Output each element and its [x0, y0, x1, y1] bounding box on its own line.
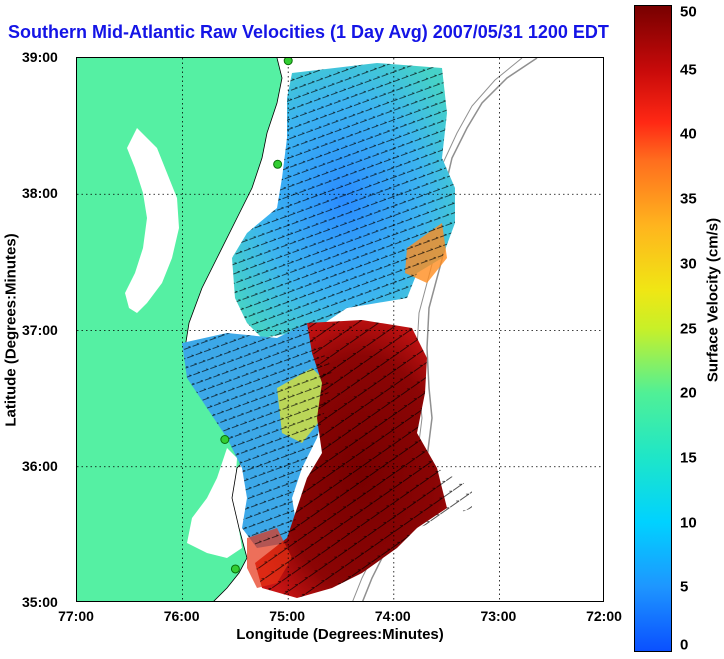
colorbar-tick-label: 35: [680, 190, 697, 208]
radar-station-marker: [273, 159, 283, 169]
colorbar-tick-label: 0: [680, 636, 689, 654]
colorbar-tick-label: 25: [680, 320, 697, 337]
radar-station-marker: [283, 58, 293, 66]
grid-lines: [77, 58, 603, 601]
colorbar-tick-label: 40: [680, 125, 697, 143]
x-tick-label: 72:00: [586, 608, 622, 624]
colorbar-tick-label: 30: [680, 255, 697, 273]
y-axis-label: Latitude (Degrees:Minutes): [2, 233, 20, 427]
colorbar: [634, 5, 672, 652]
y-tick-label: 37:00: [22, 321, 58, 338]
x-tick-label: 76:00: [163, 608, 200, 624]
x-tick-label: 75:00: [269, 608, 306, 624]
map-canvas[interactable]: [77, 58, 604, 602]
colorbar-tick-label: 50: [680, 3, 697, 21]
y-tick-label: 35:00: [22, 594, 58, 610]
y-tick-label: 36:00: [22, 457, 58, 474]
colorbar-tick-label: 10: [680, 514, 697, 532]
colorbar-tick-label: 45: [680, 61, 697, 79]
map-plot-area[interactable]: [76, 57, 604, 602]
y-tick-label: 39:00: [22, 49, 58, 65]
radar-station-marker: [230, 564, 240, 574]
x-tick-label: 74:00: [374, 608, 411, 624]
colorbar-tick-label: 20: [680, 384, 697, 402]
velocity-arrows-north: [232, 63, 455, 338]
colorbar-label: Surface Velocity (cm/s): [704, 217, 722, 383]
radar-station-marker: [220, 435, 230, 444]
map-title: Southern Mid-Atlantic Raw Velocities (1 …: [8, 22, 609, 42]
velocity-arrows-jet: [255, 320, 472, 598]
pamlico-sound: [187, 448, 242, 558]
colorbar-tick-label: 5: [680, 578, 689, 596]
chesapeake-bay: [125, 128, 179, 313]
colorbar-tick-label: 15: [680, 449, 697, 467]
x-tick-label: 77:00: [58, 608, 94, 624]
velocity-arrows-central: [182, 323, 332, 548]
radar-stations: [220, 58, 293, 574]
y-tick-label: 38:00: [22, 185, 58, 202]
x-axis-label: Longitude (Degrees:Minutes): [236, 626, 444, 643]
x-tick-label: 73:00: [480, 608, 517, 624]
